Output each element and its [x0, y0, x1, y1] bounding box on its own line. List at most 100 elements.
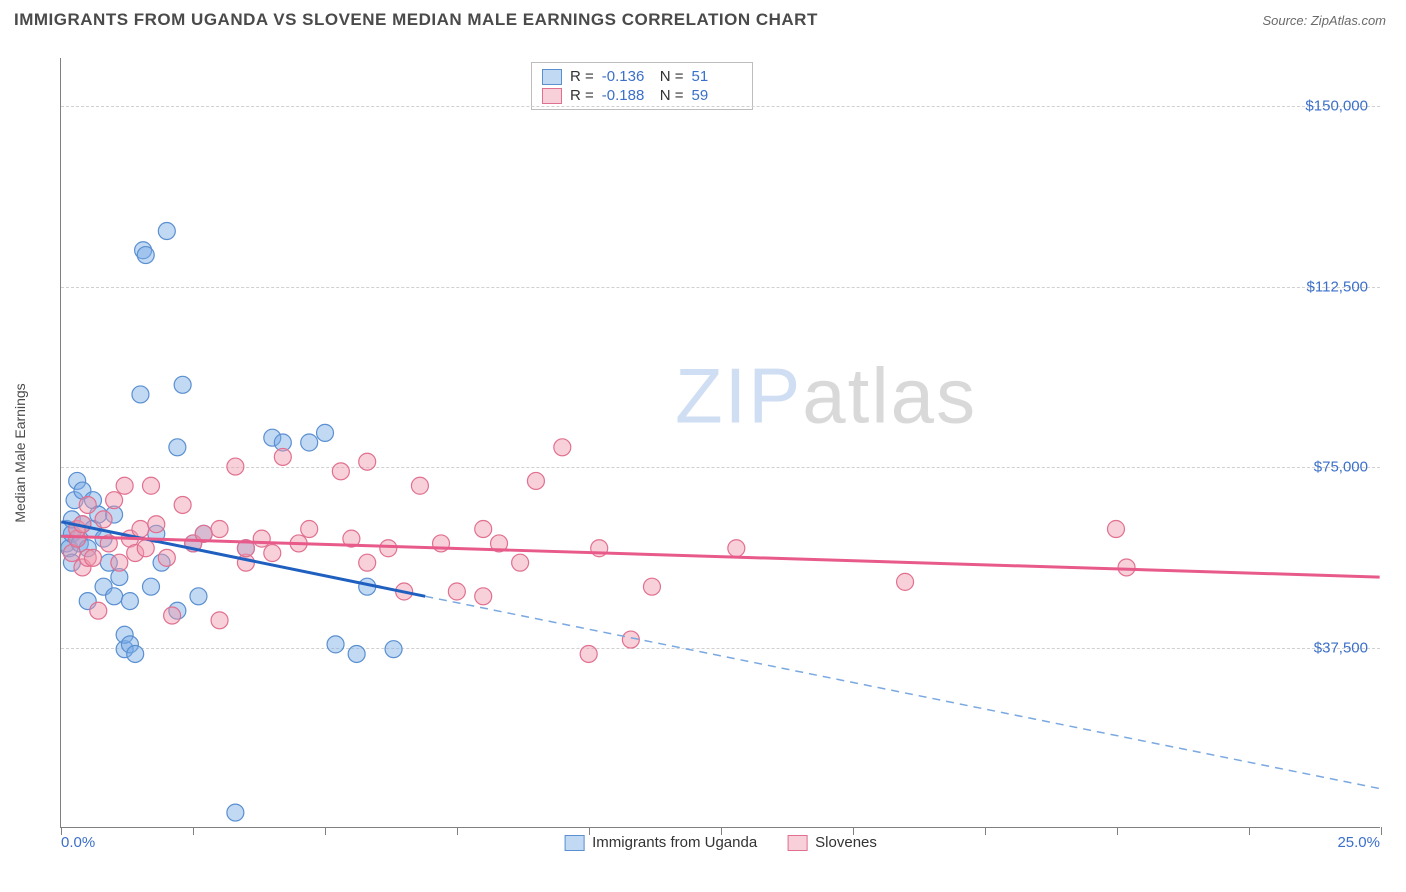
correlation-row-slovene: R = -0.188 N = 59: [542, 86, 742, 105]
scatter-point-slovene: [1118, 559, 1135, 576]
scatter-point-slovene: [237, 554, 254, 571]
scatter-point-slovene: [79, 549, 96, 566]
y-tick-label: $37,500: [1314, 639, 1368, 656]
scatter-point-slovene: [211, 612, 228, 629]
scatter-point-uganda: [190, 588, 207, 605]
scatter-point-uganda: [227, 804, 244, 821]
scatter-svg: [61, 58, 1380, 827]
scatter-point-slovene: [74, 516, 91, 533]
scatter-point-uganda: [135, 242, 152, 259]
trendline-slovene: [61, 536, 1379, 577]
scatter-point-slovene: [174, 496, 191, 513]
scatter-point-slovene: [69, 530, 86, 547]
scatter-point-slovene: [448, 583, 465, 600]
scatter-point-slovene: [274, 448, 291, 465]
scatter-point-uganda: [143, 578, 160, 595]
scatter-point-uganda: [148, 525, 165, 542]
scatter-point-slovene: [132, 521, 149, 538]
x-tick: [193, 827, 194, 835]
scatter-point-slovene: [253, 530, 270, 547]
x-axis-min-label: 0.0%: [61, 834, 95, 851]
watermark-atlas: atlas: [802, 352, 977, 440]
scatter-point-slovene: [290, 535, 307, 552]
scatter-point-uganda: [274, 434, 291, 451]
scatter-point-slovene: [158, 549, 175, 566]
scatter-point-slovene: [95, 511, 112, 528]
x-axis-max-label: 25.0%: [1337, 834, 1380, 851]
scatter-point-slovene: [591, 540, 608, 557]
scatter-point-slovene: [237, 540, 254, 557]
watermark: ZIPatlas: [675, 351, 977, 442]
scatter-point-uganda: [106, 588, 123, 605]
scatter-point-slovene: [85, 549, 102, 566]
scatter-point-uganda: [79, 540, 96, 557]
y-tick-label: $112,500: [1307, 278, 1368, 295]
scatter-point-uganda: [90, 506, 107, 523]
scatter-point-uganda: [195, 525, 212, 542]
chart-title: IMMIGRANTS FROM UGANDA VS SLOVENE MEDIAN…: [14, 10, 818, 30]
scatter-point-uganda: [61, 535, 75, 552]
scatter-point-slovene: [380, 540, 397, 557]
y-axis-label: Median Male Earnings: [12, 383, 28, 522]
scatter-point-slovene: [897, 573, 914, 590]
scatter-point-uganda: [85, 492, 102, 509]
scatter-point-slovene: [90, 602, 107, 619]
scatter-point-uganda: [79, 593, 96, 610]
scatter-point-slovene: [127, 545, 144, 562]
scatter-point-slovene: [100, 535, 117, 552]
watermark-zip: ZIP: [675, 352, 802, 440]
scatter-point-slovene: [74, 559, 91, 576]
r-value-uganda: -0.136: [602, 68, 652, 85]
scatter-point-uganda: [359, 578, 376, 595]
r-label: R =: [570, 87, 594, 104]
scatter-point-uganda: [111, 569, 128, 586]
y-tick-label: $150,000: [1305, 98, 1368, 115]
scatter-point-slovene: [121, 530, 138, 547]
scatter-point-slovene: [332, 463, 349, 480]
scatter-point-uganda: [100, 554, 117, 571]
scatter-point-uganda: [317, 424, 334, 441]
swatch-uganda-icon: [564, 835, 584, 851]
scatter-point-slovene: [301, 521, 318, 538]
r-value-slovene: -0.188: [602, 87, 652, 104]
scatter-point-slovene: [512, 554, 529, 571]
x-tick: [985, 827, 986, 835]
x-tick: [61, 827, 62, 835]
scatter-point-slovene: [63, 545, 80, 562]
scatter-point-slovene: [475, 588, 492, 605]
scatter-point-slovene: [185, 535, 202, 552]
scatter-point-uganda: [63, 554, 80, 571]
scatter-point-uganda: [66, 492, 83, 509]
scatter-point-uganda: [71, 535, 88, 552]
scatter-point-uganda: [106, 506, 123, 523]
scatter-point-slovene: [69, 521, 86, 538]
scatter-point-uganda: [63, 525, 80, 542]
scatter-point-uganda: [69, 530, 86, 547]
scatter-point-uganda: [85, 521, 102, 538]
scatter-point-uganda: [61, 540, 78, 557]
scatter-point-slovene: [195, 525, 212, 542]
scatter-point-slovene: [343, 530, 360, 547]
scatter-point-slovene: [728, 540, 745, 557]
scatter-point-uganda: [137, 247, 154, 264]
chart-container: Median Male Earnings ZIPatlas R = -0.136…: [48, 58, 1388, 848]
scatter-point-uganda: [327, 636, 344, 653]
scatter-point-slovene: [643, 578, 660, 595]
scatter-point-uganda: [74, 482, 91, 499]
swatch-uganda-icon: [542, 69, 562, 85]
scatter-point-uganda: [121, 636, 138, 653]
x-tick: [325, 827, 326, 835]
x-tick: [1117, 827, 1118, 835]
scatter-point-uganda: [185, 535, 202, 552]
gridline: [61, 287, 1380, 288]
scatter-point-uganda: [132, 386, 149, 403]
gridline: [61, 467, 1380, 468]
scatter-point-uganda: [174, 376, 191, 393]
scatter-point-slovene: [1107, 521, 1124, 538]
scatter-point-slovene: [211, 521, 228, 538]
scatter-point-slovene: [475, 521, 492, 538]
x-tick: [721, 827, 722, 835]
scatter-point-uganda: [69, 472, 86, 489]
scatter-point-slovene: [264, 545, 281, 562]
scatter-point-slovene: [111, 554, 128, 571]
